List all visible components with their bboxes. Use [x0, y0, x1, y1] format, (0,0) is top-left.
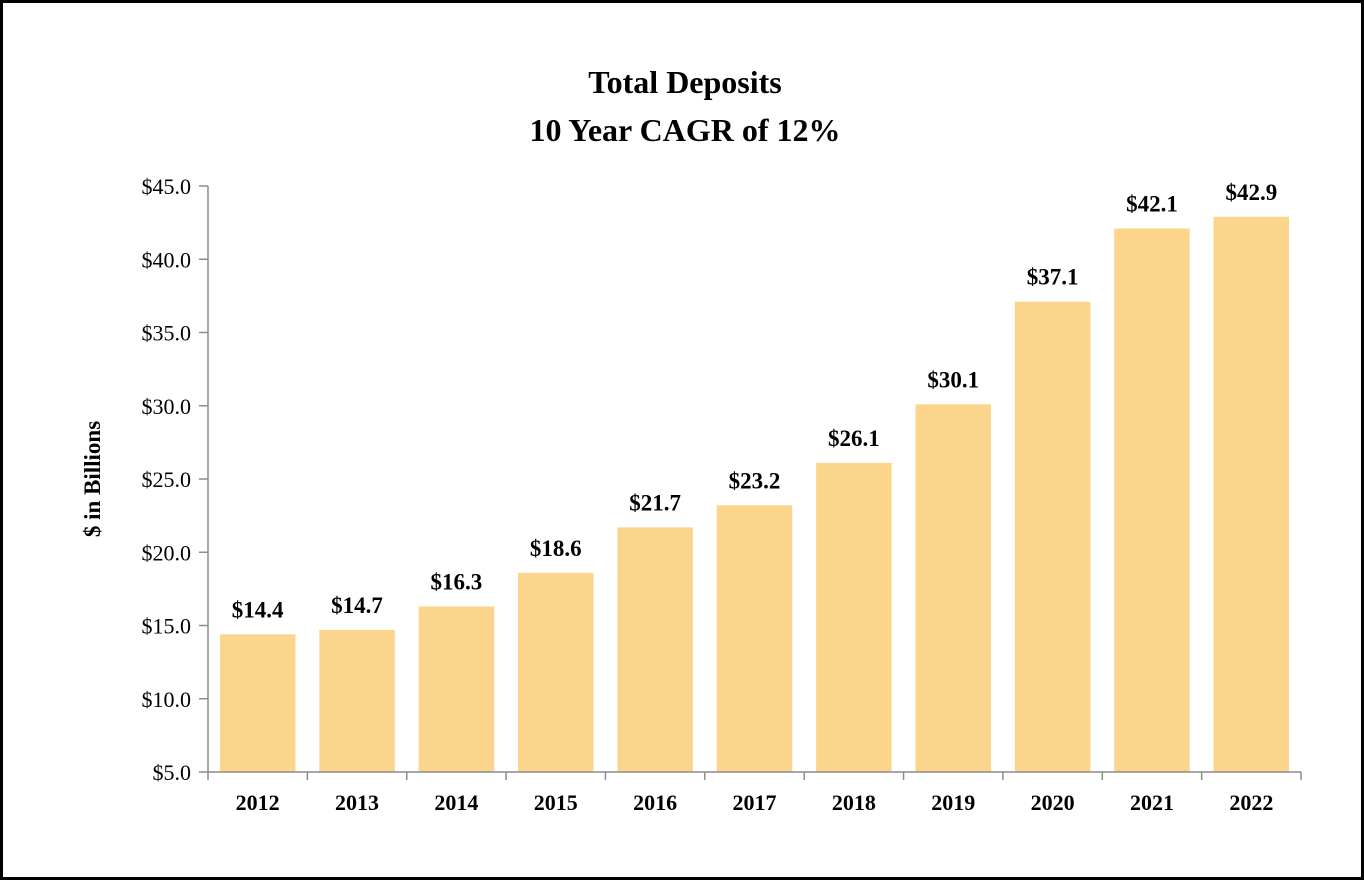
y-axis-label: $ in Billions — [80, 421, 105, 537]
y-axis: $5.0 $10.0 $15.0 $20.0 $25.0 $30.0 $35.0 $40.0 $… — [142, 174, 209, 785]
bar-2012 — [219, 634, 296, 772]
data-label-2019: $30.1 — [927, 367, 979, 392]
x-tick-label-2020: 2020 — [1031, 790, 1075, 815]
data-label-2014: $16.3 — [431, 569, 483, 594]
y-tick-label: $40.0 — [142, 247, 192, 272]
bar-2016 — [617, 527, 693, 772]
bar-2019 — [915, 404, 991, 772]
x-tick-label-2014: 2014 — [434, 790, 478, 815]
bar-2013 — [319, 629, 395, 772]
y-tick-label: $5.0 — [153, 760, 192, 785]
bar-2018 — [816, 462, 892, 772]
x-tick-label-2013: 2013 — [335, 790, 379, 815]
x-tick-label-2017: 2017 — [733, 790, 777, 815]
y-tick-label: $35.0 — [142, 321, 192, 346]
bar-2017 — [716, 505, 793, 772]
data-label-2020: $37.1 — [1027, 265, 1079, 290]
y-tick-label: $45.0 — [142, 174, 192, 199]
chart-subtitle: 10 Year CAGR of 12% — [529, 112, 840, 148]
bar-2022 — [1213, 216, 1290, 772]
y-tick-label: $10.0 — [142, 687, 192, 712]
data-label-2022: $42.9 — [1225, 180, 1277, 205]
y-tick-label: $25.0 — [142, 467, 192, 492]
x-tick-label-2012: 2012 — [236, 790, 280, 815]
x-tick-label-2019: 2019 — [931, 790, 975, 815]
y-tick-label: $15.0 — [142, 614, 192, 639]
data-label-2012: $14.4 — [232, 597, 284, 622]
bar-2014 — [418, 606, 495, 772]
bar-2021 — [1114, 228, 1190, 773]
bar-chart: Total Deposits 10 Year CAGR of 12% $ in … — [80, 64, 1302, 815]
bars-group: $14.4 $14.7 $16.3 $18.6 $21.7 $23.2 $26.1 $30.1… — [219, 180, 1290, 773]
bar-2020 — [1014, 301, 1091, 772]
y-tick-label: $30.0 — [142, 394, 192, 419]
data-label-2017: $23.2 — [729, 468, 781, 493]
x-tick-label-2018: 2018 — [832, 790, 876, 815]
x-axis: 2012 2013 2014 2015 2016 2017 2018 2019 2020 2021… — [207, 771, 1302, 815]
chart-title: Total Deposits — [588, 64, 782, 100]
y-tick-label: $20.0 — [142, 540, 192, 565]
x-tick-label-2016: 2016 — [633, 790, 677, 815]
data-label-2018: $26.1 — [828, 426, 880, 451]
data-label-2013: $14.7 — [331, 593, 383, 618]
data-label-2016: $21.7 — [629, 490, 681, 515]
bar-2015 — [518, 572, 594, 772]
data-label-2015: $18.6 — [530, 536, 582, 561]
x-tick-label-2021: 2021 — [1130, 790, 1174, 815]
x-tick-label-2022: 2022 — [1229, 790, 1273, 815]
data-label-2021: $42.1 — [1126, 191, 1178, 216]
x-tick-label-2015: 2015 — [534, 790, 578, 815]
